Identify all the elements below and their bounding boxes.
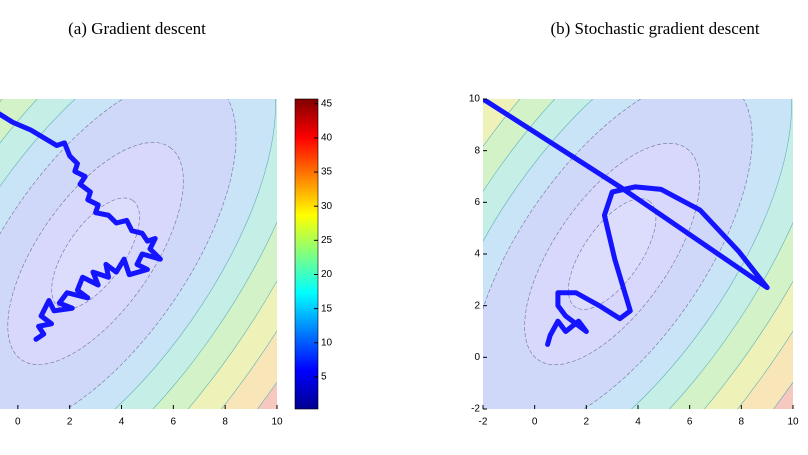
colorbar-tick-label: 45 [321,98,333,109]
y-tick-label: 8 [474,145,480,156]
x-tick-label: 10 [271,417,283,428]
panel-title: (b) Stochastic gradient descent [550,19,759,38]
y-tick-label: 2 [474,300,480,311]
y-tick-label: 6 [474,197,480,208]
colorbar-tick-label: 10 [321,337,333,348]
plot-area [0,99,277,409]
descent-path [483,99,770,347]
x-tick-label: 6 [687,417,693,428]
x-tick-label: -2 [479,417,488,428]
x-tick-label: 8 [739,417,745,428]
colorbar-tick-label: 20 [321,269,333,280]
colorbar-tick-label: 15 [321,303,333,314]
x-tick-label: 4 [635,417,641,428]
colorbar-tick-label: 35 [321,167,333,178]
plot-area [483,99,793,409]
x-tick-label: 6 [171,417,177,428]
panel-title: (a) Gradient descent [68,19,206,38]
x-tick-label: 2 [584,417,590,428]
x-tick-label: 0 [15,417,21,428]
colorbar-tick-label: 40 [321,133,333,144]
x-tick-label: 8 [222,417,228,428]
descent-path [0,111,163,342]
x-tick-label: 4 [119,417,125,428]
y-tick-label: 4 [474,249,480,260]
colorbar-tick-label: 5 [321,372,327,383]
y-tick-label: 10 [469,94,481,105]
colorbar-tick-label: 30 [321,201,333,212]
y-tick-label: -2 [471,404,480,415]
x-tick-label: 0 [532,417,538,428]
colorbar [294,98,319,410]
colorbar-tick-label: 25 [321,235,333,246]
y-tick-label: 0 [474,352,480,363]
x-tick-label: 2 [67,417,73,428]
x-tick-label: 10 [787,417,799,428]
